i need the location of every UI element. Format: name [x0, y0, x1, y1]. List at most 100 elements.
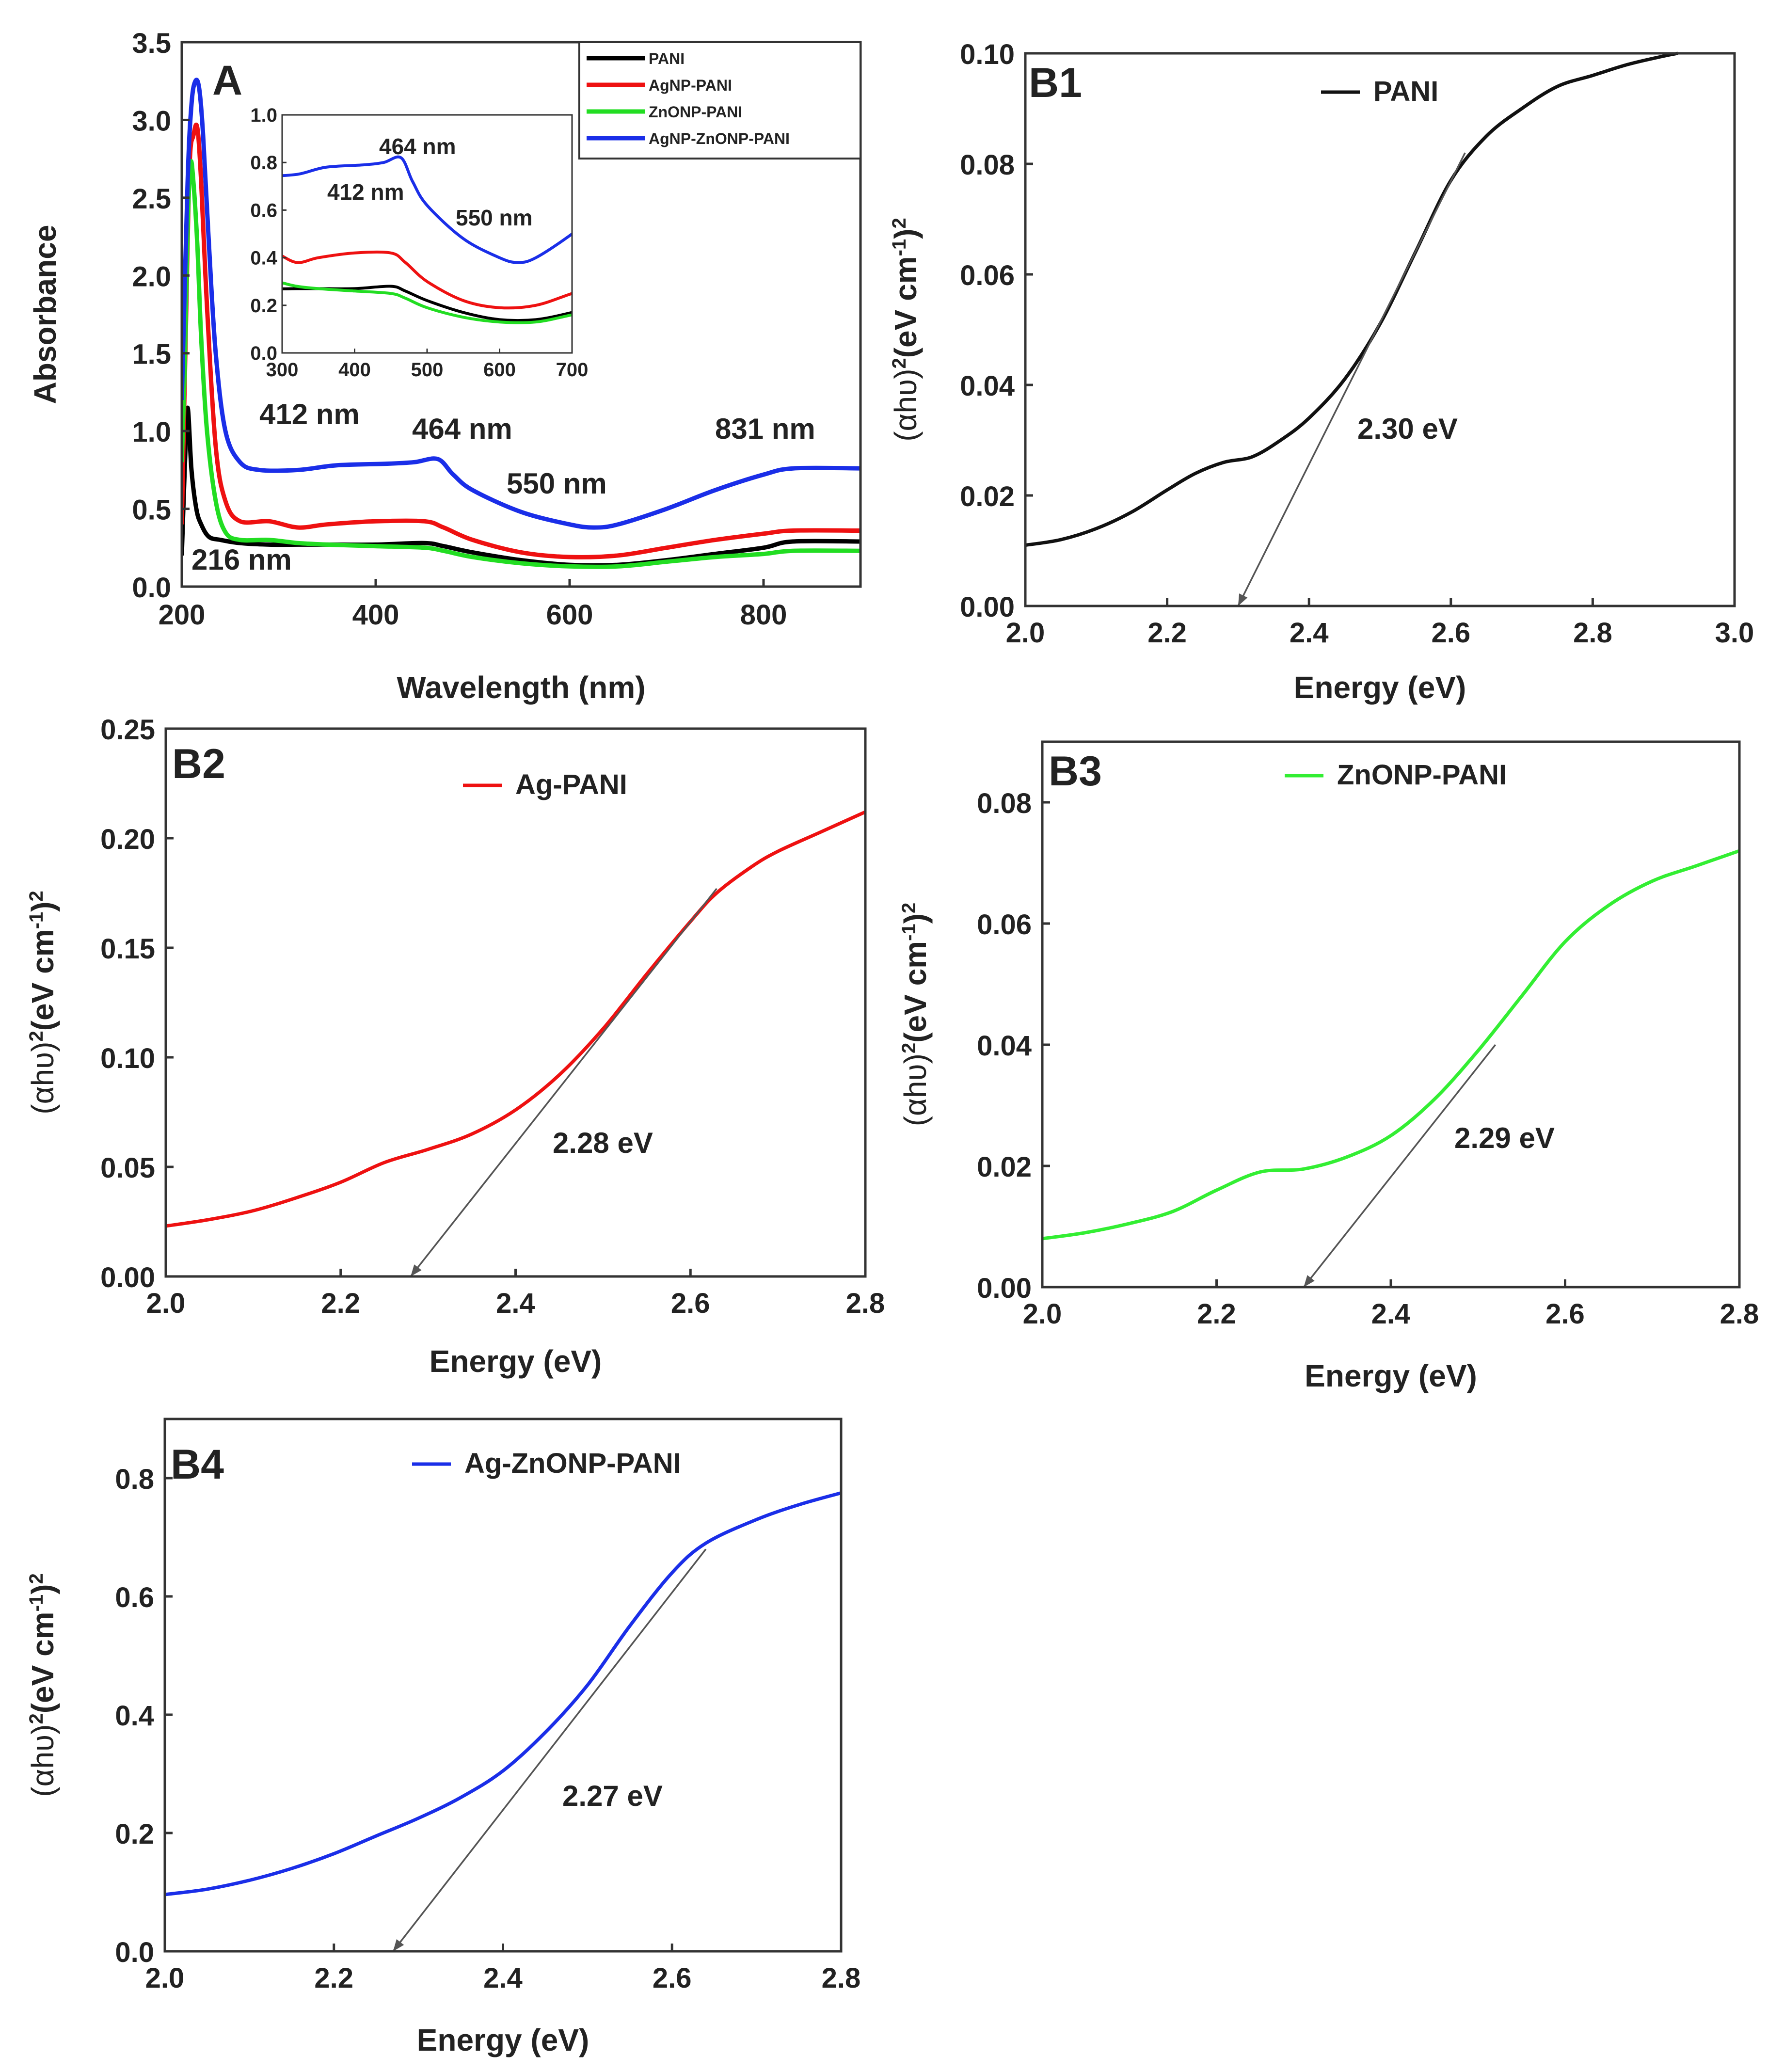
ylabel-part: (eV cm — [888, 256, 923, 358]
x-tick-label: 2.6 — [653, 1962, 692, 1994]
x-tick-label: 3.0 — [1715, 617, 1754, 649]
plot-area — [1025, 53, 1735, 606]
panel-label: B2 — [172, 741, 225, 787]
legend-label: PANI — [1373, 76, 1438, 107]
ylabel-part: -1 — [889, 239, 910, 256]
y-tick-label: 0.02 — [960, 481, 1015, 512]
x-tick-label: 2.4 — [1371, 1298, 1411, 1330]
y-tick-label: 0.0 — [115, 1937, 154, 1968]
annotation: 216 nm — [191, 543, 292, 576]
y-tick-label: 1.0 — [132, 416, 171, 448]
x-tick-label: 2.4 — [496, 1288, 535, 1319]
y-tick-label: 0.2 — [115, 1818, 154, 1850]
x-axis-label: Energy (eV) — [1305, 1358, 1477, 1393]
inset-series-agnp-znonp-pani — [282, 155, 572, 264]
tangent-line — [1303, 1044, 1497, 1288]
series-line — [165, 810, 866, 1228]
x-tick-label: 600 — [483, 359, 516, 381]
ylabel-part: (eV cm — [898, 941, 933, 1043]
annotation: 2.28 eV — [553, 1127, 653, 1159]
y-tick-label: 0.4 — [115, 1700, 154, 1732]
y-axis-label: (αhυ)2(eV cm-1)2 — [25, 891, 60, 1114]
x-tick-label: 2.0 — [145, 1962, 185, 1994]
y-tick-label: 2.0 — [132, 261, 171, 292]
series-line — [1042, 849, 1740, 1241]
annotation: 831 nm — [715, 413, 815, 445]
y-axis-label: Absorbance — [28, 225, 63, 404]
y-tick-label: 0.25 — [100, 714, 155, 746]
y-tick-label: 3.5 — [132, 28, 171, 59]
ylabel-part: 2 — [26, 1031, 47, 1041]
ylabel-part: 2 — [889, 358, 910, 368]
annotation: 412 nm — [259, 398, 360, 430]
inset-series-znonp-pani — [282, 281, 572, 324]
tangent-arrowhead — [1238, 593, 1248, 606]
x-tick-label: 2.2 — [1197, 1298, 1236, 1330]
x-tick-label: 2.2 — [321, 1288, 360, 1319]
y-tick-label: 1.0 — [250, 105, 277, 126]
legend-label: Ag-ZnONP-PANI — [464, 1448, 681, 1479]
x-tick-label: 2.8 — [1573, 617, 1612, 649]
inset-chart: 300 400 500 600 700 0.0 0.2 0.4 0.6 0.8 1.0 464 nm 4… — [250, 105, 588, 381]
annotation: 2.30 eV — [1357, 413, 1458, 445]
plot-area — [166, 729, 865, 1276]
ylabel-part: -1 — [26, 1594, 47, 1612]
panel-b3: 2.0 2.2 2.4 2.6 2.8 0.00 0.02 0.04 0.06 0.08 B3 ZnO… — [898, 740, 1759, 1393]
x-tick-label: 2.6 — [671, 1288, 710, 1319]
inset-annotation: 464 nm — [379, 134, 456, 159]
y-tick-label: 0.00 — [100, 1262, 155, 1293]
tangent-arrowhead — [411, 1264, 422, 1276]
y-tick-label: 0.2 — [250, 295, 277, 317]
series-line-znonp-pani — [182, 159, 860, 569]
y-tick-label: 0.15 — [100, 933, 155, 965]
annotation: 550 nm — [507, 467, 607, 500]
panel-label: B4 — [171, 1441, 224, 1488]
annotation: 2.29 eV — [1454, 1122, 1555, 1154]
inset-series-agnp-pani — [282, 250, 572, 310]
x-tick-label: 400 — [338, 359, 371, 381]
ylabel-part: (eV cm — [25, 929, 60, 1031]
legend-label: ZnONP-PANI — [649, 103, 742, 121]
inset-annotation: 412 nm — [327, 179, 404, 205]
y-tick-label: 0.6 — [250, 200, 277, 221]
ylabel-part: -1 — [26, 912, 47, 929]
y-axis-label: (αhυ)2(eV cm-1)2 — [888, 218, 923, 441]
x-tick-label: 2.2 — [314, 1962, 353, 1994]
ylabel-part: (αhυ) — [888, 369, 923, 442]
ylabel-part: ) — [898, 913, 933, 924]
y-tick-label: 0.5 — [132, 494, 171, 526]
series-line — [1025, 51, 1678, 547]
x-tick-label: 2.8 — [1720, 1298, 1759, 1330]
x-tick-label: 400 — [352, 599, 399, 631]
y-axis-label: (αhυ)2(eV cm-1)2 — [25, 1573, 60, 1797]
panel-label: B3 — [1049, 748, 1102, 795]
ylabel-part: 2 — [889, 218, 910, 228]
legend-label: AgNP-ZnONP-PANI — [649, 130, 790, 147]
ylabel-part: (eV cm — [25, 1611, 60, 1713]
panel-b1: 2.0 2.2 2.4 2.6 2.8 3.0 0.00 0.02 0.04 0.06 0.08 0.… — [888, 39, 1754, 705]
plot-area — [1042, 742, 1739, 1287]
y-tick-label: 0.10 — [960, 39, 1015, 70]
ylabel-part: -1 — [898, 924, 920, 941]
legend-label: ZnONP-PANI — [1337, 759, 1507, 791]
y-tick-label: 1.5 — [132, 339, 171, 370]
y-tick-label: 0.08 — [960, 149, 1015, 181]
x-tick-label: 2.6 — [1431, 617, 1470, 649]
y-tick-label: 0.8 — [115, 1464, 154, 1495]
y-tick-label: 0.06 — [960, 260, 1015, 291]
x-tick-label: 2.2 — [1147, 617, 1187, 649]
x-tick-label: 300 — [266, 359, 299, 381]
y-tick-label: 0.04 — [960, 370, 1015, 402]
ylabel-part: 2 — [898, 903, 920, 913]
ylabel-part: (αhυ) — [25, 1724, 60, 1797]
ylabel-part: (αhυ) — [898, 1053, 933, 1126]
y-tick-label: 0.05 — [100, 1152, 155, 1184]
y-tick-label: 0.0 — [250, 343, 277, 364]
panel-b4: 2.0 2.2 2.4 2.6 2.8 0.0 0.2 0.4 0.6 0.8 B4 Ag-ZnONP… — [25, 1418, 860, 2057]
panel-label: B1 — [1029, 60, 1082, 106]
y-tick-label: 0.06 — [977, 909, 1032, 940]
x-tick-label: 2.0 — [1023, 1298, 1062, 1330]
x-axis-label: Energy (eV) — [430, 1344, 602, 1379]
panel-a: 200 400 600 800 0.0 0.5 1.0 1.5 2.0 2.5 3.0 3.5 A Wav… — [28, 28, 862, 705]
